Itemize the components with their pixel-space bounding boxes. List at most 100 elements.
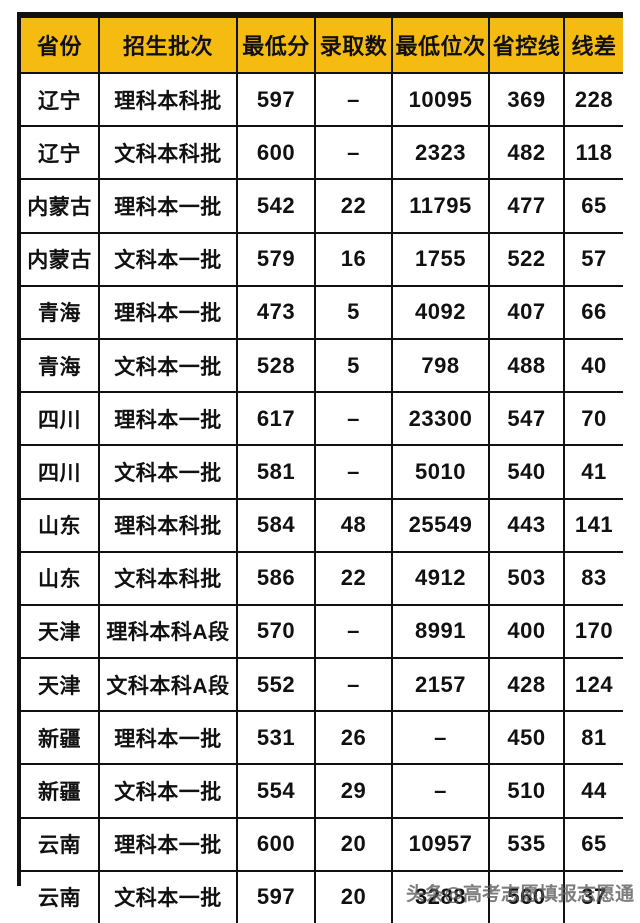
cell-admitted: 48	[314, 497, 393, 553]
cell-batch: 理科本科批	[98, 497, 238, 553]
table-header: 省份 招生批次 最低分 录取数 最低位次 省控线 线差	[21, 16, 623, 74]
cell-province: 天津	[21, 657, 100, 713]
cell-min-score: 586	[236, 550, 316, 606]
cell-min-score: 581	[236, 444, 316, 500]
table-row: 山东 文科本科批 586 22 4912 503 83	[21, 550, 623, 606]
cell-province-line: 477	[488, 178, 565, 234]
table-body: 辽宁 理科本科批 597–10095 369 228 辽宁 文科本科批 600–2323 482…	[21, 71, 623, 923]
cell-province-line: 443	[488, 497, 565, 553]
cell-min-score: 617	[236, 391, 316, 447]
cell-province: 四川	[21, 444, 100, 500]
cell-batch: 文科本一批	[98, 763, 238, 819]
cell-min-rank: 798	[391, 337, 490, 394]
cell-province-line: 522	[488, 231, 565, 287]
cell-batch: 理科本科批	[98, 71, 238, 128]
cell-min-score: 597	[236, 71, 316, 128]
table-row: 新疆 理科本一批 531 26–450 81	[21, 710, 623, 766]
cell-batch: 理科本一批	[98, 284, 238, 340]
cell-admitted: 29	[314, 763, 393, 819]
cell-min-score: 600	[236, 125, 316, 181]
table-row: 云南 理科本一批 600 20 10957 535 65	[21, 816, 623, 872]
cell-batch: 理科本一批	[98, 178, 238, 234]
column-header-province: 省份	[21, 16, 100, 74]
table-row: 内蒙古 理科本一批 542 22 11795 477 65	[21, 178, 623, 234]
cell-line-diff: 66	[563, 284, 623, 340]
table-header-row: 省份 招生批次 最低分 录取数 最低位次 省控线 线差	[21, 16, 623, 74]
cell-min-rank: 8991	[391, 603, 490, 660]
cell-min-rank: 25549	[391, 497, 490, 553]
admission-score-table: 省份 招生批次 最低分 录取数 最低位次 省控线 线差 辽宁 理科本科批 597–1…	[21, 16, 623, 923]
cell-batch: 理科本科A段	[98, 603, 238, 660]
screenshot-canvas: 省份 招生批次 最低分 录取数 最低位次 省控线 线差 辽宁 理科本科批 597–1…	[17, 12, 634, 923]
cell-line-diff: 65	[563, 178, 623, 234]
cell-line-diff: 81	[563, 710, 623, 766]
cell-min-score: 600	[236, 816, 316, 872]
cell-batch: 理科本一批	[98, 710, 238, 766]
table-row: 天津 文科本科A段 552–2157 428 124	[21, 657, 623, 713]
cell-line-diff: 124	[563, 657, 623, 713]
cell-province-line: 369	[488, 71, 565, 128]
cell-province-line: 400	[488, 603, 565, 660]
cell-line-diff: 65	[563, 816, 623, 872]
cell-min-rank: 4912	[391, 550, 490, 606]
cell-batch: 文科本一批	[98, 869, 238, 923]
cell-province: 四川	[21, 391, 100, 447]
cell-min-score: 579	[236, 231, 316, 287]
cell-province-line: 503	[488, 550, 565, 606]
cell-province: 云南	[21, 816, 100, 872]
table-row: 新疆 文科本一批 554 29–510 44	[21, 763, 623, 819]
cell-province: 天津	[21, 603, 100, 660]
cell-admitted: 22	[314, 550, 393, 606]
cell-province-line: 547	[488, 391, 565, 447]
cell-min-rank: 10095	[391, 71, 490, 128]
cell-line-diff: 83	[563, 550, 623, 606]
cell-line-diff: 57	[563, 231, 623, 287]
cell-min-score: 552	[236, 657, 316, 713]
cell-min-score: 570	[236, 603, 316, 660]
table-row: 辽宁 理科本科批 597–10095 369 228	[21, 71, 623, 128]
cell-min-score: 584	[236, 497, 316, 553]
cell-province: 辽宁	[21, 71, 100, 128]
column-header-line-diff: 线差	[563, 16, 623, 74]
cell-min-rank: 2323	[391, 125, 490, 181]
cell-province-line: 535	[488, 816, 565, 872]
cell-batch: 文科本一批	[98, 337, 238, 394]
cell-province: 云南	[21, 869, 100, 923]
cell-province-line: 407	[488, 284, 565, 340]
cell-admitted: 5	[314, 337, 393, 394]
cell-min-rank: 5010	[391, 444, 490, 500]
cell-min-score: 473	[236, 284, 316, 340]
cell-admitted: –	[314, 444, 393, 500]
cell-min-rank: 10957	[391, 816, 490, 872]
watermark-text: 头条@高考志愿填报志愿通	[405, 884, 634, 903]
table-row: 天津 理科本科A段 570–8991 400 170	[21, 603, 623, 660]
table-row: 山东 理科本科批 584 48 25549 443 141	[21, 497, 623, 553]
column-header-batch: 招生批次	[98, 16, 238, 74]
table-row: 内蒙古 文科本一批 579 16 1755 522 57	[21, 231, 623, 287]
cell-admitted: –	[314, 391, 393, 447]
cell-province: 青海	[21, 337, 100, 394]
column-header-admitted: 录取数	[314, 16, 393, 74]
cell-province-line: 428	[488, 657, 565, 713]
cell-province-line: 510	[488, 763, 565, 819]
cell-min-rank: 23300	[391, 391, 490, 447]
cell-province: 新疆	[21, 710, 100, 766]
cell-admitted: 22	[314, 178, 393, 234]
cell-province-line: 482	[488, 125, 565, 181]
table-row: 四川 理科本一批 617–23300 547 70	[21, 391, 623, 447]
column-header-min-rank: 最低位次	[391, 16, 490, 74]
cell-batch: 文科本科批	[98, 550, 238, 606]
cell-line-diff: 141	[563, 497, 623, 553]
cell-line-diff: 44	[563, 763, 623, 819]
cell-min-rank: 2157	[391, 657, 490, 713]
cell-min-rank: –	[391, 710, 490, 766]
cell-province: 内蒙古	[21, 231, 100, 287]
cell-admitted: 5	[314, 284, 393, 340]
cell-batch: 理科本一批	[98, 391, 238, 447]
cell-line-diff: 170	[563, 603, 623, 660]
cell-min-rank: 1755	[391, 231, 490, 287]
cell-batch: 理科本一批	[98, 816, 238, 872]
cell-min-score: 554	[236, 763, 316, 819]
admission-score-table-container: 省份 招生批次 最低分 录取数 最低位次 省控线 线差 辽宁 理科本科批 597–1…	[17, 12, 623, 923]
cell-line-diff: 41	[563, 444, 623, 500]
